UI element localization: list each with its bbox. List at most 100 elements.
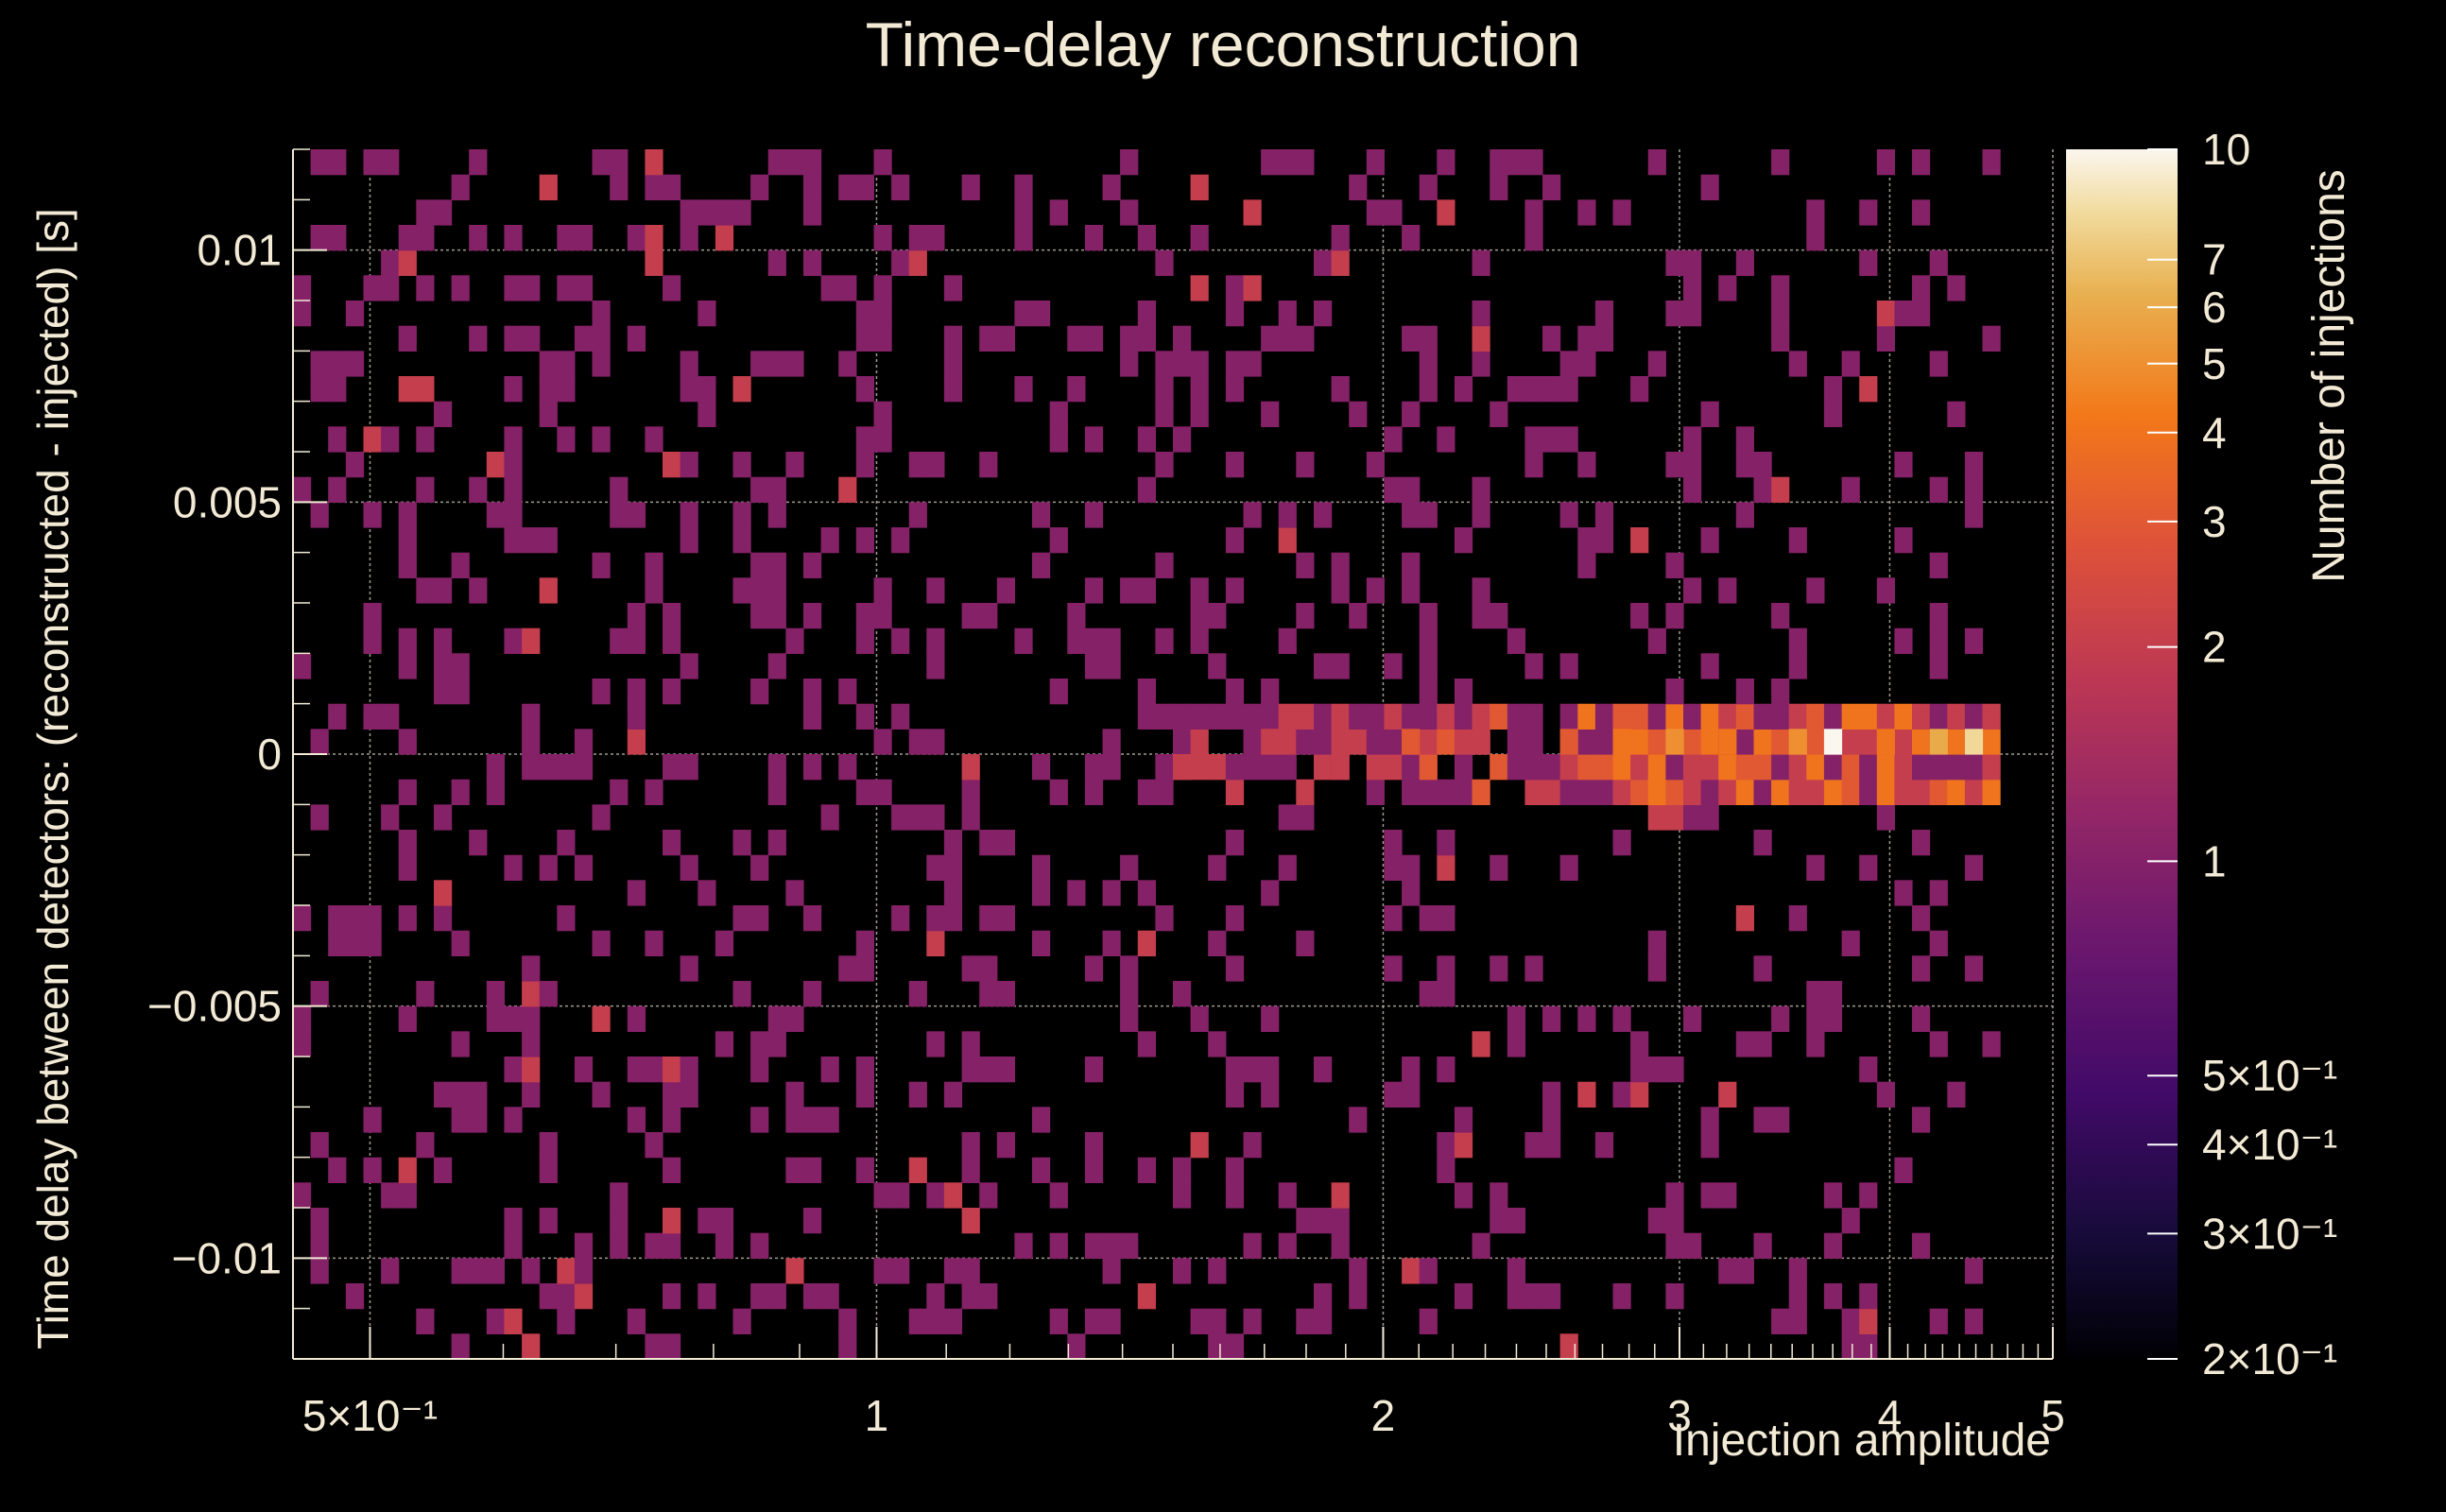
heatmap-cell (592, 325, 611, 352)
heatmap-cell (1735, 1258, 1754, 1284)
heatmap-cell (539, 1132, 558, 1159)
heatmap-cell (1084, 225, 1104, 251)
heatmap-cell (785, 1107, 804, 1133)
heatmap-cell (522, 627, 541, 654)
heatmap-cell (522, 1057, 541, 1083)
heatmap-cell (1876, 1081, 1895, 1108)
heatmap-cell (1137, 325, 1156, 352)
heatmap-cell (1647, 729, 1666, 755)
heatmap-cell (363, 905, 382, 932)
heatmap-cell (1947, 729, 1966, 755)
heatmap-cell (1859, 754, 1878, 781)
heatmap-cell (979, 603, 998, 629)
heatmap-band-cell (1665, 729, 1684, 755)
heatmap-cell (1225, 955, 1245, 982)
heatmap-cell (979, 905, 998, 932)
heatmap-cell (522, 729, 541, 755)
heatmap-cell (1454, 1283, 1473, 1310)
heatmap-cell (1912, 779, 1931, 805)
heatmap-cell (1278, 301, 1297, 327)
heatmap-cell (1524, 149, 1543, 176)
heatmap-cell (1771, 275, 1790, 301)
heatmap-cell (1577, 729, 1596, 755)
heatmap-cell (873, 1258, 892, 1284)
heatmap-cell (1982, 703, 2001, 730)
heatmap-cell (1929, 703, 1948, 730)
heatmap-cell (1137, 476, 1156, 503)
heatmap-cell (539, 577, 558, 604)
heatmap-cell (1155, 351, 1174, 377)
heatmap-cell (1419, 1258, 1438, 1284)
heatmap-cell (803, 149, 822, 176)
heatmap-cell (1894, 729, 1913, 755)
heatmap-cell (504, 502, 523, 528)
heatmap-cell (1419, 502, 1438, 528)
x-tick-label: 3 (1667, 1391, 1692, 1440)
heatmap-cell (1261, 1057, 1280, 1083)
heatmap-cell (1912, 149, 1931, 176)
heatmap-cell (1647, 149, 1666, 176)
heatmap-cell (1349, 1283, 1368, 1310)
heatmap-cell (451, 174, 470, 200)
heatmap-cell (293, 1005, 312, 1032)
heatmap-cell (1225, 703, 1245, 730)
colorbar-tick-label: 2×10⁻¹ (2202, 1334, 2337, 1383)
heatmap-cell (1894, 627, 1913, 654)
heatmap-cell (1630, 1031, 1649, 1057)
heatmap-cell (855, 955, 874, 982)
heatmap-cell (908, 502, 927, 528)
heatmap-cell (1507, 754, 1525, 781)
heatmap-cell (1577, 325, 1596, 352)
heatmap-cell (663, 1208, 681, 1234)
heatmap-cell (398, 1182, 417, 1209)
heatmap-cell (539, 1157, 558, 1183)
heatmap-cell (310, 1258, 329, 1284)
heatmap-cell (1947, 703, 1966, 730)
heatmap-cell (750, 603, 769, 629)
heatmap-cell (610, 502, 629, 528)
heatmap-cell (1771, 754, 1790, 781)
heatmap-cell (345, 905, 365, 932)
heatmap-cell (1577, 452, 1596, 478)
heatmap-cell (1735, 249, 1754, 276)
heatmap-cell (1349, 401, 1368, 427)
heatmap-cell (1084, 955, 1104, 982)
heatmap-cell (1032, 880, 1051, 906)
heatmap-cell (363, 426, 382, 453)
heatmap-cell (1718, 1182, 1737, 1209)
heatmap-cell (1876, 754, 1895, 781)
heatmap-cell (504, 527, 523, 554)
heatmap-cell (1049, 779, 1068, 805)
heatmap-cell (1032, 502, 1051, 528)
heatmap-cell (943, 275, 963, 301)
heatmap-cell (1014, 301, 1033, 327)
heatmap-cell (943, 830, 963, 856)
heatmap-cell (1718, 1081, 1737, 1108)
heatmap-cell (873, 426, 892, 453)
heatmap-cell (1296, 930, 1315, 956)
heatmap-cell (434, 1157, 453, 1183)
heatmap-cell (820, 527, 839, 554)
heatmap-cell (1559, 502, 1578, 528)
heatmap-cell (663, 452, 681, 478)
heatmap-cell (820, 804, 839, 831)
heatmap-cell (1402, 754, 1421, 781)
heatmap-cell (926, 1031, 945, 1057)
heatmap-cell (1894, 754, 1913, 781)
heatmap-cell (451, 930, 470, 956)
heatmap-cell (398, 627, 417, 654)
heatmap-cell (1700, 174, 1719, 200)
heatmap-cell (1542, 174, 1561, 200)
heatmap-cell (1929, 476, 1948, 503)
heatmap-cell (1137, 1283, 1156, 1310)
heatmap-cell (1894, 527, 1913, 554)
heatmap-cell (1630, 527, 1649, 554)
heatmap-cell (398, 779, 417, 805)
heatmap-cell (469, 325, 488, 352)
heatmap-cell (979, 1283, 998, 1310)
heatmap-cell (1542, 1107, 1561, 1133)
heatmap-cell (1314, 754, 1333, 781)
heatmap-cell (785, 149, 804, 176)
heatmap-cell (680, 653, 698, 679)
heatmap-cell (1577, 351, 1596, 377)
